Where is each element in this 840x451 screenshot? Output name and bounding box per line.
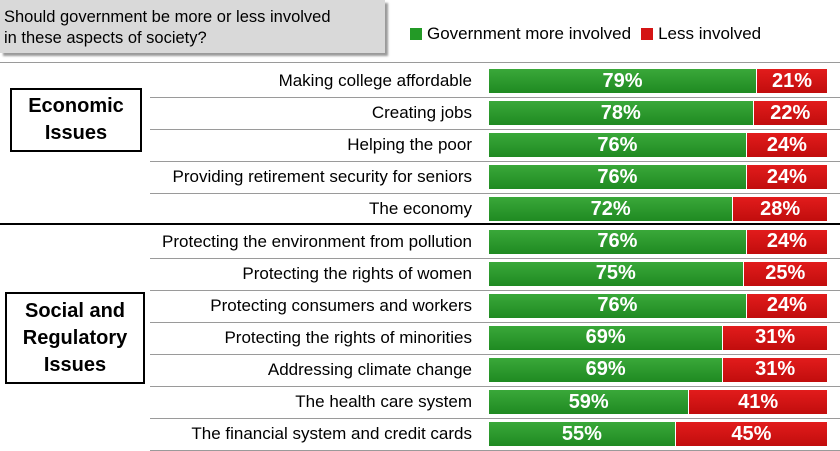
stacked-bar: 59% 41%: [488, 389, 828, 415]
bar-segment-less: 31%: [722, 325, 827, 350]
bar-segment-less: 22%: [752, 101, 827, 126]
row-rule: [150, 321, 840, 323]
bar-segment-less: 24%: [745, 133, 827, 158]
bar-segment-more: 78%: [489, 101, 753, 126]
category-label: Addressing climate change: [267, 359, 472, 379]
stacked-bar: 78% 22%: [488, 100, 828, 127]
category-label: Protecting the rights of women: [242, 263, 472, 283]
legend-swatch-more: [410, 28, 422, 40]
row-rule: [150, 161, 840, 163]
bar-segment-more: 69%: [489, 325, 723, 350]
stacked-bar: 76% 24%: [488, 164, 828, 191]
bar-segment-less: 24%: [745, 165, 827, 190]
group-social-line-2: Regulatory: [22, 326, 128, 349]
group-social-regulatory-issues: Social and Regulatory Issues: [5, 292, 145, 384]
stacked-bar: 79% 21%: [488, 68, 828, 94]
stacked-bar: 76% 24%: [488, 228, 828, 255]
row-rule: [150, 353, 840, 355]
stacked-bar: 76% 24%: [488, 132, 828, 159]
bar-segment-less: 24%: [745, 229, 827, 254]
group-social-line-3: Issues: [43, 353, 107, 376]
legend-item-less: Less involved: [641, 24, 761, 44]
bar-segment-less: 25%: [742, 261, 827, 286]
bar-segment-more: 76%: [489, 229, 746, 254]
bar-segment-more: 75%: [489, 261, 743, 286]
row-rule: [150, 418, 840, 419]
bar-segment-less: 31%: [722, 357, 827, 382]
legend-label-less: Less involved: [658, 24, 762, 43]
row-rule: [150, 289, 840, 291]
stacked-bar: 76% 24%: [488, 292, 828, 319]
stacked-bar: 69% 31%: [488, 356, 828, 383]
bar-segment-more: 79%: [489, 69, 757, 93]
row-rule: [150, 257, 840, 259]
bar-segment-more: 76%: [489, 165, 746, 190]
category-label: Providing retirement security for senior…: [172, 167, 472, 187]
bar-segment-more: 55%: [489, 422, 675, 447]
header-rule: [0, 62, 840, 63]
category-label: Protecting consumers and workers: [210, 295, 472, 315]
category-label: The financial system and credit cards: [191, 424, 472, 444]
bar-segment-less: 24%: [745, 293, 827, 318]
bar-segment-more: 76%: [489, 133, 746, 158]
category-label: Helping the poor: [347, 135, 472, 155]
bar-segment-more: 59%: [489, 390, 689, 414]
question-line-2: in these aspects of society?: [4, 29, 207, 47]
category-label: Making college affordable: [278, 71, 472, 90]
bar-segment-more: 76%: [489, 293, 746, 318]
legend-swatch-less: [641, 28, 654, 40]
row-rule: [150, 129, 840, 131]
legend-item-more: Government more involved: [410, 24, 631, 44]
category-label: Protecting the environment from pollutio…: [162, 231, 472, 251]
group-economic-issues: Economic Issues: [10, 88, 142, 152]
category-label: Creating jobs: [371, 103, 472, 123]
bar-segment-more: 72%: [489, 197, 733, 222]
group-social-line-1: Social and: [24, 299, 126, 322]
row-rule: [150, 385, 840, 387]
stacked-bar: 55% 45%: [488, 421, 828, 448]
category-label: The economy: [369, 199, 472, 219]
bar-segment-less: 21%: [756, 69, 827, 93]
stacked-bar: 72% 28%: [488, 196, 828, 223]
legend: Government more involved Less involved: [410, 23, 771, 45]
bar-segment-less: 41%: [688, 390, 827, 414]
stacked-bar: 69% 31%: [488, 324, 828, 351]
category-label: Protecting the rights of minorities: [224, 327, 472, 347]
group-economic-line-1: Economic: [28, 95, 124, 117]
question-line-1: Should government be more or less involv…: [4, 8, 331, 26]
legend-label-more: Government more involved: [427, 24, 632, 43]
bar-segment-less: 28%: [732, 197, 827, 222]
row-rule: [150, 97, 840, 98]
stacked-bar: 75% 25%: [488, 260, 828, 287]
row-rule: [150, 193, 840, 195]
category-label: The health care system: [295, 392, 472, 411]
bar-segment-less: 45%: [674, 422, 827, 447]
bar-segment-more: 69%: [489, 357, 723, 382]
group-economic-line-2: Issues: [44, 122, 108, 144]
question-box: Should government be more or less involv…: [0, 0, 385, 53]
section-divider: [0, 223, 840, 225]
